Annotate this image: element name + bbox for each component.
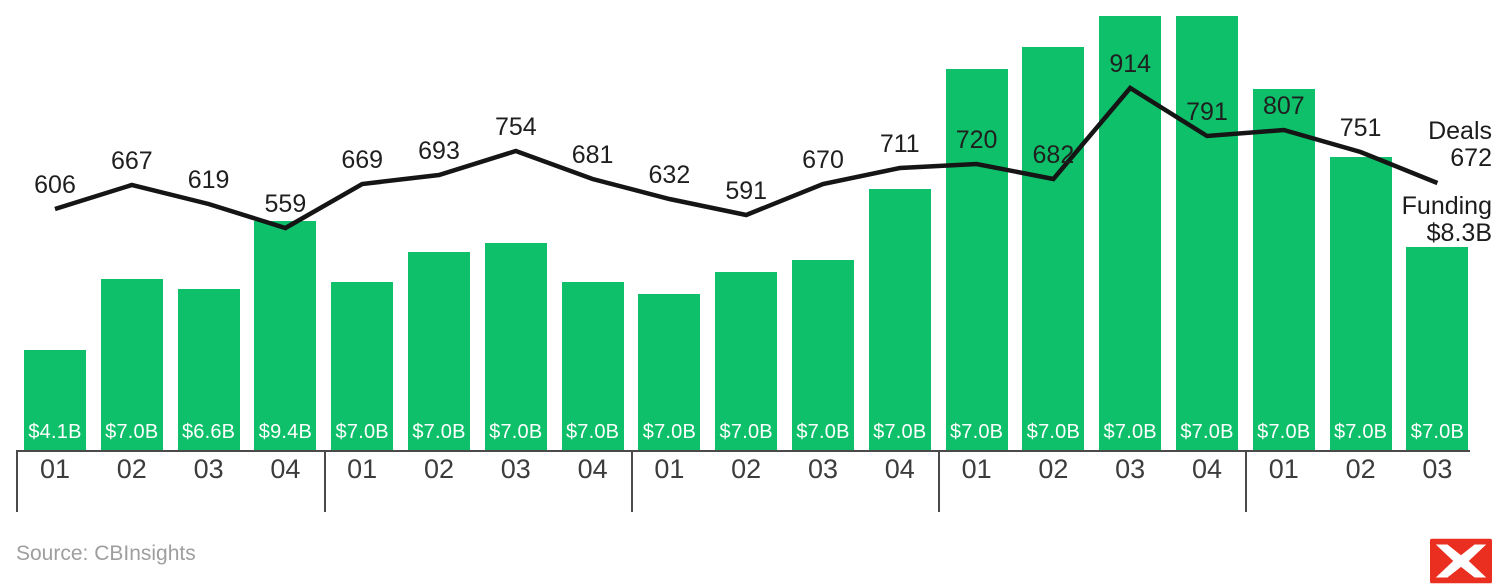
funding-value-label: $4.1B: [28, 421, 82, 443]
quarter-label: 02: [423, 454, 455, 484]
quarter-label: 02: [1345, 454, 1376, 484]
funding-bar: $7.0B: [638, 294, 701, 450]
funding-legend-label: Funding: [1401, 192, 1492, 220]
funding-value-label: $7.0B: [873, 421, 927, 443]
funding-value-label: $9.4B: [258, 421, 313, 443]
cbinsights-logo: [1430, 538, 1492, 584]
axis-separator: [631, 450, 633, 512]
funding-value-label: $7.0B: [1257, 421, 1311, 443]
funding-value-label: $7.0B: [1333, 421, 1388, 443]
axis-separator: [16, 450, 18, 512]
funding-legend: Funding $8.3B: [1402, 193, 1492, 247]
quarter-label: 04: [270, 454, 301, 484]
quarter-label: 04: [1191, 454, 1223, 484]
quarter-label: 01: [1268, 454, 1299, 484]
quarter-label: 04: [577, 454, 608, 484]
funding-value-label: $7.0B: [719, 421, 773, 443]
funding-bar: $7.0B: [868, 189, 931, 450]
funding-value-label: $7.0B: [412, 421, 466, 443]
axis-separator: [323, 450, 326, 512]
axis-separator: [938, 450, 941, 512]
quarter-label: 01: [961, 454, 992, 484]
funding-value-label: $7.0B: [796, 421, 850, 443]
funding-legend-value: $8.3B: [1426, 219, 1492, 247]
quarter-label: 03: [807, 454, 839, 484]
funding-value-label: $7.0B: [1410, 421, 1465, 443]
funding-bar: $7.0B: [100, 279, 163, 450]
funding-bar: $7.0B: [1022, 47, 1085, 450]
funding-value-label: $7.0B: [1026, 421, 1081, 443]
quarter-label: 03: [1115, 454, 1146, 484]
funding-bar: $7.0B: [1099, 16, 1162, 450]
cbinsights-logo-icon: [1430, 538, 1492, 584]
funding-value-label: $7.0B: [565, 421, 620, 443]
funding-bar: $7.0B: [945, 69, 1008, 450]
quarter-label: 02: [731, 454, 762, 484]
x-axis-line: [16, 450, 1471, 452]
deals-legend-value: 672: [1450, 144, 1492, 172]
funding-bar: $7.0B: [715, 272, 778, 450]
funding-bar: $7.0B: [792, 260, 854, 450]
funding-bar: $7.0B: [1406, 247, 1469, 450]
quarter-label: 01: [654, 454, 685, 484]
funding-value-label: $7.0B: [642, 421, 697, 443]
quarter-label: 01: [347, 454, 378, 484]
funding-bar: $7.0B: [1176, 16, 1238, 450]
quarter-label: 03: [500, 454, 531, 484]
quarter-label: 02: [116, 454, 147, 484]
funding-bar: $7.0B: [1252, 89, 1315, 450]
funding-value-label: $7.0B: [1180, 421, 1234, 443]
funding-value-label: $7.0B: [105, 421, 159, 443]
axis-separator: [1245, 450, 1248, 512]
quarter-label: 02: [1038, 454, 1069, 484]
funding-bar: $7.0B: [561, 282, 624, 450]
funding-value-label: $6.6B: [181, 421, 236, 443]
quarter-label: 03: [1422, 454, 1453, 484]
funding-bar: $4.1B: [24, 350, 86, 450]
funding-bar: $7.0B: [484, 243, 547, 450]
funding-bar: $7.0B: [331, 282, 394, 450]
deals-legend: Deals 672: [1428, 118, 1492, 172]
funding-bar: $7.0B: [408, 252, 470, 450]
quarter-label: 04: [884, 454, 915, 484]
funding-value-label: $7.0B: [949, 421, 1004, 443]
funding-bar: $6.6B: [177, 289, 240, 450]
quarter-label: 03: [193, 454, 224, 484]
funding-value-label: $7.0B: [335, 421, 389, 443]
deals-legend-label: Deals: [1428, 117, 1492, 145]
source-text: Source: CBInsights: [16, 542, 196, 565]
quarter-label: 01: [39, 454, 71, 484]
funding-bar: $9.4B: [254, 221, 317, 450]
funding-value-label: $7.0B: [489, 421, 543, 443]
funding-value-label: $7.0B: [1103, 421, 1157, 443]
funding-bar: $7.0B: [1329, 157, 1392, 450]
